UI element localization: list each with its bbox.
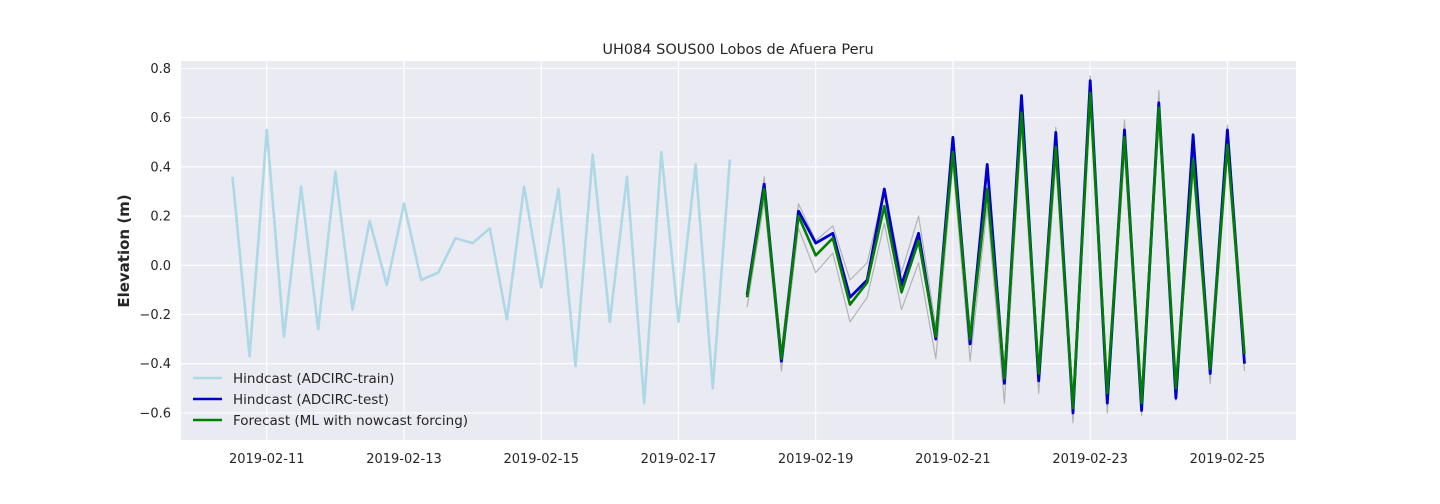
y-tick-label: −0.4 (139, 357, 171, 372)
x-tick-label: 2019-02-17 (641, 452, 717, 467)
hindcast-train-line (231, 128, 732, 405)
legend-label: Forecast (ML with nowcast forcing) (233, 413, 468, 429)
legend-label: Hindcast (ADCIRC-train) (233, 371, 394, 387)
x-tick-label: 2019-02-25 (1190, 452, 1266, 467)
y-tick-label: 0.4 (150, 160, 171, 175)
y-axis-label: Elevation (m) (115, 194, 133, 307)
x-tick-label: 2019-02-23 (1052, 452, 1128, 467)
y-tick-label: 0.2 (150, 210, 171, 225)
legend-label: Hindcast (ADCIRC-test) (233, 392, 389, 408)
x-tick-label: 2019-02-11 (229, 452, 305, 467)
y-axis-ticks: −0.6 −0.4 −0.2 0.0 0.2 0.4 0.6 0.8 (139, 62, 171, 422)
y-tick-label: 0.8 (150, 62, 171, 77)
forecast-ml-line (745, 91, 1246, 410)
y-tick-label: −0.6 (139, 406, 171, 421)
x-axis-ticks: 2019-02-11 2019-02-13 2019-02-15 2019-02-17… (229, 452, 1265, 467)
y-tick-label: 0.0 (150, 259, 171, 274)
x-tick-label: 2019-02-19 (778, 452, 854, 467)
x-tick-label: 2019-02-13 (366, 452, 442, 467)
legend: Hindcast (ADCIRC-train) Hindcast (ADCIRC-… (193, 371, 468, 429)
y-tick-label: 0.6 (150, 111, 171, 126)
y-tick-label: −0.2 (139, 308, 171, 323)
x-tick-label: 2019-02-21 (915, 452, 991, 467)
x-tick-label: 2019-02-15 (503, 452, 579, 467)
chart-title: UH084 SOUS00 Lobos de Afuera Peru (602, 42, 873, 58)
series-lines (231, 75, 1246, 424)
